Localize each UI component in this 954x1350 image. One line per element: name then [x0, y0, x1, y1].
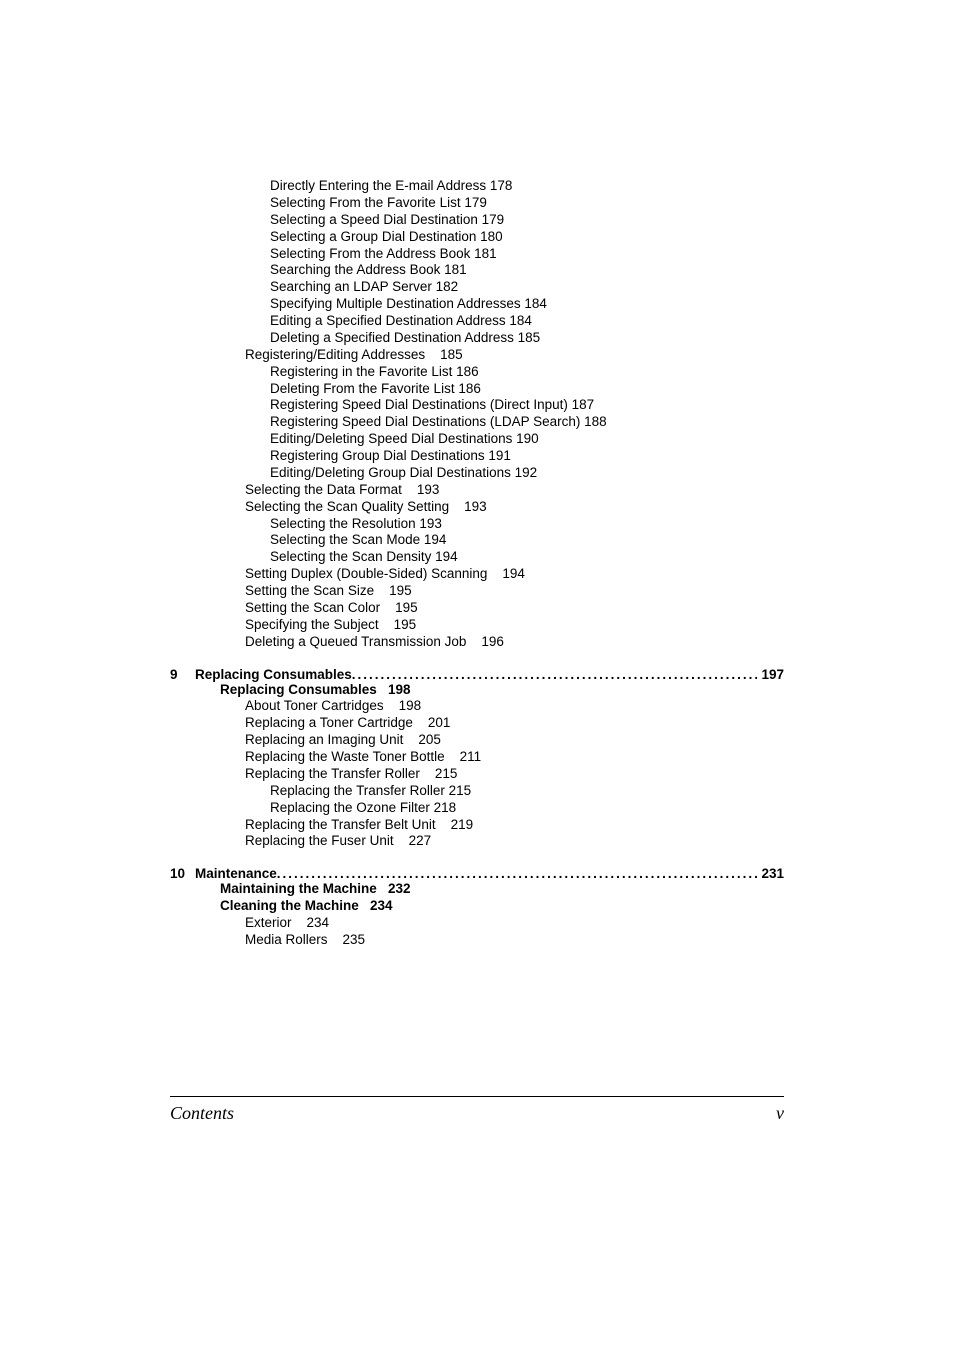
toc-entry: Selecting the Scan Density 194: [170, 549, 784, 566]
toc-entry: Registering/Editing Addresses 185: [170, 347, 784, 364]
chapter-number: 10: [170, 866, 195, 881]
toc-entry: Selecting the Scan Quality Setting 193: [170, 499, 784, 516]
toc-entry: Replacing the Fuser Unit 227: [170, 833, 784, 850]
toc-entry: Selecting From the Favorite List 179: [170, 195, 784, 212]
toc-block-continuation: Directly Entering the E-mail Address 178…: [170, 178, 784, 651]
toc-entry: Searching an LDAP Server 182: [170, 279, 784, 296]
chapter-page: 197: [757, 667, 784, 682]
chapter-title: Maintenance: [195, 866, 277, 881]
footer-row: Contents v: [170, 1103, 784, 1124]
toc-entry: Selecting the Scan Mode 194: [170, 532, 784, 549]
toc-entry: Replacing a Toner Cartridge 201: [170, 715, 784, 732]
toc-entry: Registering Group Dial Destinations 191: [170, 448, 784, 465]
toc-entry: Specifying Multiple Destination Addresse…: [170, 296, 784, 313]
toc-entry: Editing/Deleting Speed Dial Destinations…: [170, 431, 784, 448]
toc-entry: Exterior 234: [170, 915, 784, 932]
chapter-page: 231: [757, 866, 784, 881]
toc-entry: Deleting a Queued Transmission Job 196: [170, 634, 784, 651]
toc-entry: Deleting From the Favorite List 186: [170, 381, 784, 398]
toc-entry: Media Rollers 235: [170, 932, 784, 949]
toc-entry: Deleting a Specified Destination Address…: [170, 330, 784, 347]
leader-dots: ........................................…: [277, 866, 758, 881]
toc-block-ch9: Replacing Consumables 198About Toner Car…: [170, 682, 784, 851]
toc-entry: Setting the Scan Size 195: [170, 583, 784, 600]
chapter-title-dots: Replacing Consumables ..................…: [195, 667, 757, 682]
toc-block-ch10: Maintaining the Machine 232Cleaning the …: [170, 881, 784, 949]
leader-dots: ........................................…: [352, 667, 758, 682]
toc-entry: Replacing the Ozone Filter 218: [170, 800, 784, 817]
chapter-title: Replacing Consumables: [195, 667, 352, 682]
toc-entry: Selecting a Speed Dial Destination 179: [170, 212, 784, 229]
chapter-10-row: 10 Maintenance .........................…: [170, 866, 784, 881]
toc-entry: Editing a Specified Destination Address …: [170, 313, 784, 330]
toc-entry: Directly Entering the E-mail Address 178: [170, 178, 784, 195]
toc-entry: Registering Speed Dial Destinations (Dir…: [170, 397, 784, 414]
toc-entry: Replacing an Imaging Unit 205: [170, 732, 784, 749]
footer-rule: [170, 1096, 784, 1097]
page-footer: Contents v: [170, 1096, 784, 1124]
toc-entry: Replacing the Transfer Roller 215: [170, 766, 784, 783]
toc-entry: Replacing Consumables 198: [170, 682, 784, 699]
footer-page-number: v: [776, 1103, 784, 1124]
toc-entry: Cleaning the Machine 234: [170, 898, 784, 915]
toc-entry: Replacing the Transfer Roller 215: [170, 783, 784, 800]
toc-entry: About Toner Cartridges 198: [170, 698, 784, 715]
toc-entry: Searching the Address Book 181: [170, 262, 784, 279]
toc-entry: Registering Speed Dial Destinations (LDA…: [170, 414, 784, 431]
chapter-number: 9: [170, 667, 195, 682]
toc-entry: Registering in the Favorite List 186: [170, 364, 784, 381]
toc-entry: Replacing the Waste Toner Bottle 211: [170, 749, 784, 766]
chapter-title-dots: Maintenance ............................…: [195, 866, 757, 881]
toc-entry: Replacing the Transfer Belt Unit 219: [170, 817, 784, 834]
toc-entry: Selecting a Group Dial Destination 180: [170, 229, 784, 246]
toc-entry: Setting the Scan Color 195: [170, 600, 784, 617]
toc-entry: Selecting the Data Format 193: [170, 482, 784, 499]
toc-entry: Selecting the Resolution 193: [170, 516, 784, 533]
page: Directly Entering the E-mail Address 178…: [0, 0, 954, 1350]
toc-entry: Editing/Deleting Group Dial Destinations…: [170, 465, 784, 482]
toc-entry: Setting Duplex (Double-Sided) Scanning 1…: [170, 566, 784, 583]
toc-entry: Selecting From the Address Book 181: [170, 246, 784, 263]
toc-entry: Specifying the Subject 195: [170, 617, 784, 634]
chapter-9-row: 9 Replacing Consumables ................…: [170, 667, 784, 682]
footer-label: Contents: [170, 1103, 234, 1124]
toc-entry: Maintaining the Machine 232: [170, 881, 784, 898]
